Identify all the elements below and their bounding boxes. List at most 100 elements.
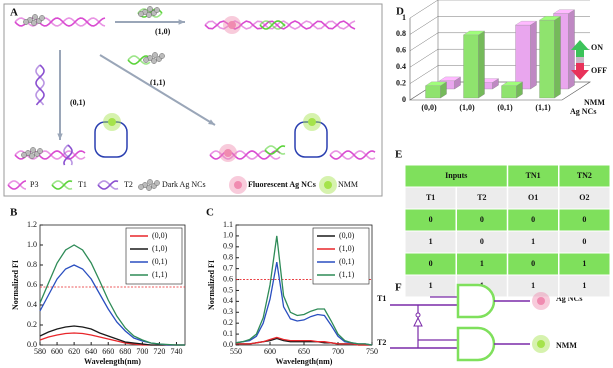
bar-side xyxy=(478,30,485,99)
x-tick-label: (0,0) xyxy=(421,103,437,112)
glow-core xyxy=(308,118,316,126)
y-tick-label: 0.8 xyxy=(396,29,406,38)
bar-top xyxy=(538,16,562,21)
annotation: OFF xyxy=(591,66,607,75)
y-tick-label: 0.4 xyxy=(27,300,37,309)
dark-ag-nc xyxy=(147,6,153,12)
strand xyxy=(329,150,376,160)
bar-side xyxy=(530,20,537,90)
y-tick-label: 0.1 xyxy=(223,329,233,338)
dark-ag-nc xyxy=(37,148,43,154)
x-tick-label: 640 xyxy=(85,347,97,356)
arrow-label: (1,0) xyxy=(155,27,171,36)
y-tick-label: 1.2 xyxy=(27,220,37,229)
y-tick-label: 0.2 xyxy=(27,320,37,329)
y-tick-label: 0.5 xyxy=(223,285,233,294)
y-tick-label: 0.0 xyxy=(27,340,37,349)
inverter-dot xyxy=(415,312,421,318)
table-cell: 1 xyxy=(429,237,433,246)
x-tick-label: (1,1) xyxy=(535,103,551,112)
y-tick-label: 0 xyxy=(402,95,406,104)
x-tick-label: 600 xyxy=(51,347,63,356)
x-tick-label: 600 xyxy=(264,347,276,356)
panel-label: F xyxy=(395,282,402,294)
table-cell: 1 xyxy=(429,281,433,290)
dark-ag-nc xyxy=(32,14,38,20)
strand xyxy=(63,144,73,166)
y-axis-label: Normalized FI xyxy=(207,260,216,310)
x-tick-label: 700 xyxy=(136,347,148,356)
dark-ag-nc xyxy=(138,11,144,17)
legend-label: T2 xyxy=(124,180,133,189)
annotation: ON xyxy=(591,43,603,52)
table-cell: 1 xyxy=(531,281,535,290)
dark-ag-nc xyxy=(21,152,27,158)
legend-label: NMM xyxy=(338,180,358,189)
series-label: Ag NCs xyxy=(570,107,596,116)
series-label: NMM xyxy=(584,98,605,107)
x-tick-label: (1,0) xyxy=(459,103,475,112)
bar xyxy=(501,85,517,99)
bar xyxy=(515,24,531,90)
table-cell: 0 xyxy=(429,259,433,268)
y-tick-label: 0.2 xyxy=(223,318,233,327)
dark-ag-nc xyxy=(138,184,144,190)
x-tick-label: 550 xyxy=(230,347,242,356)
bar-top xyxy=(424,81,448,86)
y-tick-label: 0.4 xyxy=(223,296,233,305)
table-subheader: T2 xyxy=(477,193,486,202)
legend-label: (0,1) xyxy=(339,257,355,266)
y-tick-label: 1 xyxy=(402,13,406,22)
dark-ag-nc xyxy=(143,57,149,63)
bar-top xyxy=(514,20,538,26)
strand xyxy=(35,64,45,106)
table-cell: 0 xyxy=(582,215,586,224)
series-line xyxy=(39,325,185,346)
input-label: T2 xyxy=(377,338,386,347)
strand xyxy=(264,145,286,155)
bar xyxy=(463,34,479,99)
strand xyxy=(97,180,119,190)
inverter xyxy=(413,316,423,327)
strand xyxy=(63,144,73,166)
table-cell: 0 xyxy=(480,237,484,246)
strand xyxy=(259,20,286,30)
table-cell: 0 xyxy=(582,237,586,246)
y-tick-label: 0.8 xyxy=(223,253,233,262)
glow-core xyxy=(108,118,116,126)
strand xyxy=(97,180,119,190)
glow-core xyxy=(537,340,545,348)
y-axis-label: Normalized FI xyxy=(11,260,20,310)
table-subheader: T1 xyxy=(426,193,435,202)
bar-top xyxy=(438,76,462,81)
x-tick-label: 650 xyxy=(298,347,310,356)
arrow-mid xyxy=(576,57,584,63)
bar-top xyxy=(500,81,524,86)
series-line xyxy=(39,332,185,346)
panel-label: A xyxy=(10,7,18,19)
strand xyxy=(51,180,73,190)
dark-ag-nc xyxy=(30,147,36,153)
table-cell: 0 xyxy=(429,215,433,224)
y-tick-label: 0.6 xyxy=(396,46,406,55)
output-label: NMM xyxy=(556,341,577,350)
off-arrow xyxy=(571,63,589,80)
strand xyxy=(51,180,73,190)
glow-core xyxy=(228,21,236,29)
bar xyxy=(425,85,441,99)
table-header: TN1 xyxy=(526,171,541,180)
arrow-label: (1,1) xyxy=(150,78,166,87)
series-line xyxy=(236,336,372,346)
legend-label: (1,0) xyxy=(152,244,168,253)
dark-ag-nc xyxy=(31,20,37,26)
legend-label: Dark Ag NCs xyxy=(162,180,206,189)
table-cell: 1 xyxy=(582,281,586,290)
and-gate xyxy=(456,283,496,319)
bar-side xyxy=(554,15,561,99)
bar-top xyxy=(552,9,576,14)
y-tick-label: 0.0 xyxy=(223,340,233,349)
legend-label: (1,1) xyxy=(152,270,168,279)
y-tick-label: 0.4 xyxy=(396,62,406,71)
table-cell: 0 xyxy=(480,215,484,224)
legend-label: Fluorescent Ag NCs xyxy=(248,180,316,189)
